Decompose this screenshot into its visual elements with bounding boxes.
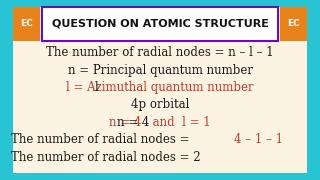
FancyBboxPatch shape [13, 7, 40, 40]
Text: l: l [94, 81, 98, 94]
Text: EC: EC [287, 19, 300, 28]
Text: 4p orbital: 4p orbital [131, 98, 189, 111]
FancyBboxPatch shape [13, 7, 307, 173]
Text: The number of radial nodes =: The number of radial nodes = [11, 133, 194, 146]
FancyBboxPatch shape [280, 7, 307, 40]
FancyBboxPatch shape [42, 7, 278, 40]
Text: The number of radial nodes = n – l – 1: The number of radial nodes = n – l – 1 [46, 46, 274, 59]
Text: n = 4: n = 4 [117, 116, 149, 129]
Text: l = Azimuthal quantum number: l = Azimuthal quantum number [66, 81, 254, 94]
Text: 4 – 1 – 1: 4 – 1 – 1 [234, 133, 283, 146]
Text: n = Principal quantum number: n = Principal quantum number [68, 64, 252, 77]
Text: n = 4   and  l = 1: n = 4 and l = 1 [109, 116, 211, 129]
Text: EC: EC [20, 19, 33, 28]
Text: The number of radial nodes = 2: The number of radial nodes = 2 [11, 150, 201, 164]
Text: QUESTION ON ATOMIC STRUCTURE: QUESTION ON ATOMIC STRUCTURE [52, 19, 268, 29]
